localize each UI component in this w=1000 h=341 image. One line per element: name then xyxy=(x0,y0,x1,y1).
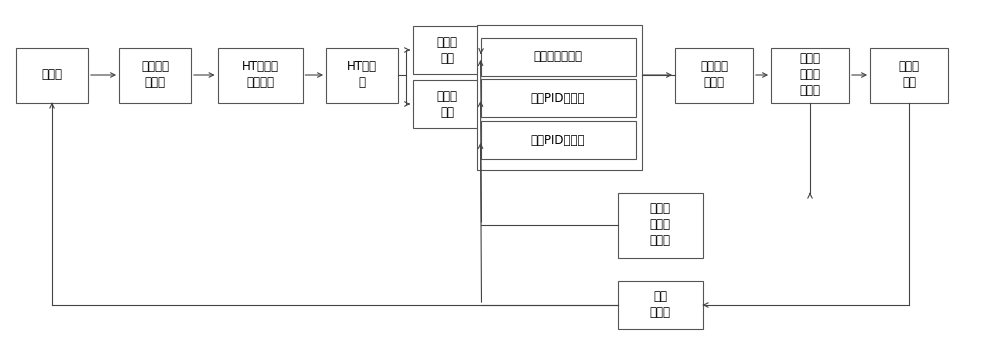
Text: HT蒸汽流
量调节阀: HT蒸汽流 量调节阀 xyxy=(242,60,278,89)
Bar xyxy=(771,47,849,103)
Bar xyxy=(618,193,702,257)
Text: 第二
水分仪: 第二 水分仪 xyxy=(650,291,670,320)
Bar xyxy=(16,47,88,103)
Bar xyxy=(675,47,753,103)
Text: HT回潮
机: HT回潮 机 xyxy=(347,60,377,89)
Text: 第二PID控制器: 第二PID控制器 xyxy=(531,91,585,104)
Bar xyxy=(870,47,948,103)
Text: 第二气动
执行器: 第二气动 执行器 xyxy=(700,60,728,89)
Bar xyxy=(480,38,636,76)
Text: 第一气动
执行器: 第一气动 执行器 xyxy=(141,60,169,89)
Text: 电子流
量秤: 电子流 量秤 xyxy=(436,35,458,64)
Text: 筒壁蒸
汽压力
调节阀: 筒壁蒸 汽压力 调节阀 xyxy=(800,53,820,98)
Bar xyxy=(477,25,642,169)
Text: 第一水
分仪: 第一水 分仪 xyxy=(436,89,458,119)
Bar xyxy=(413,26,481,74)
Text: 第一PID控制器: 第一PID控制器 xyxy=(531,133,585,147)
Bar xyxy=(413,80,481,128)
Text: 烘丝机
滚筒: 烘丝机 滚筒 xyxy=(898,60,920,89)
Bar xyxy=(326,47,398,103)
Bar xyxy=(119,47,191,103)
Text: 筒壁蒸
汽压力
传感器: 筒壁蒸 汽压力 传感器 xyxy=(650,203,670,248)
Text: 运算器: 运算器 xyxy=(42,69,62,81)
Bar xyxy=(618,281,702,329)
Bar xyxy=(218,47,302,103)
Bar xyxy=(480,121,636,159)
Text: 前馈补偿控制器: 前馈补偿控制器 xyxy=(534,50,582,63)
Bar xyxy=(480,79,636,117)
